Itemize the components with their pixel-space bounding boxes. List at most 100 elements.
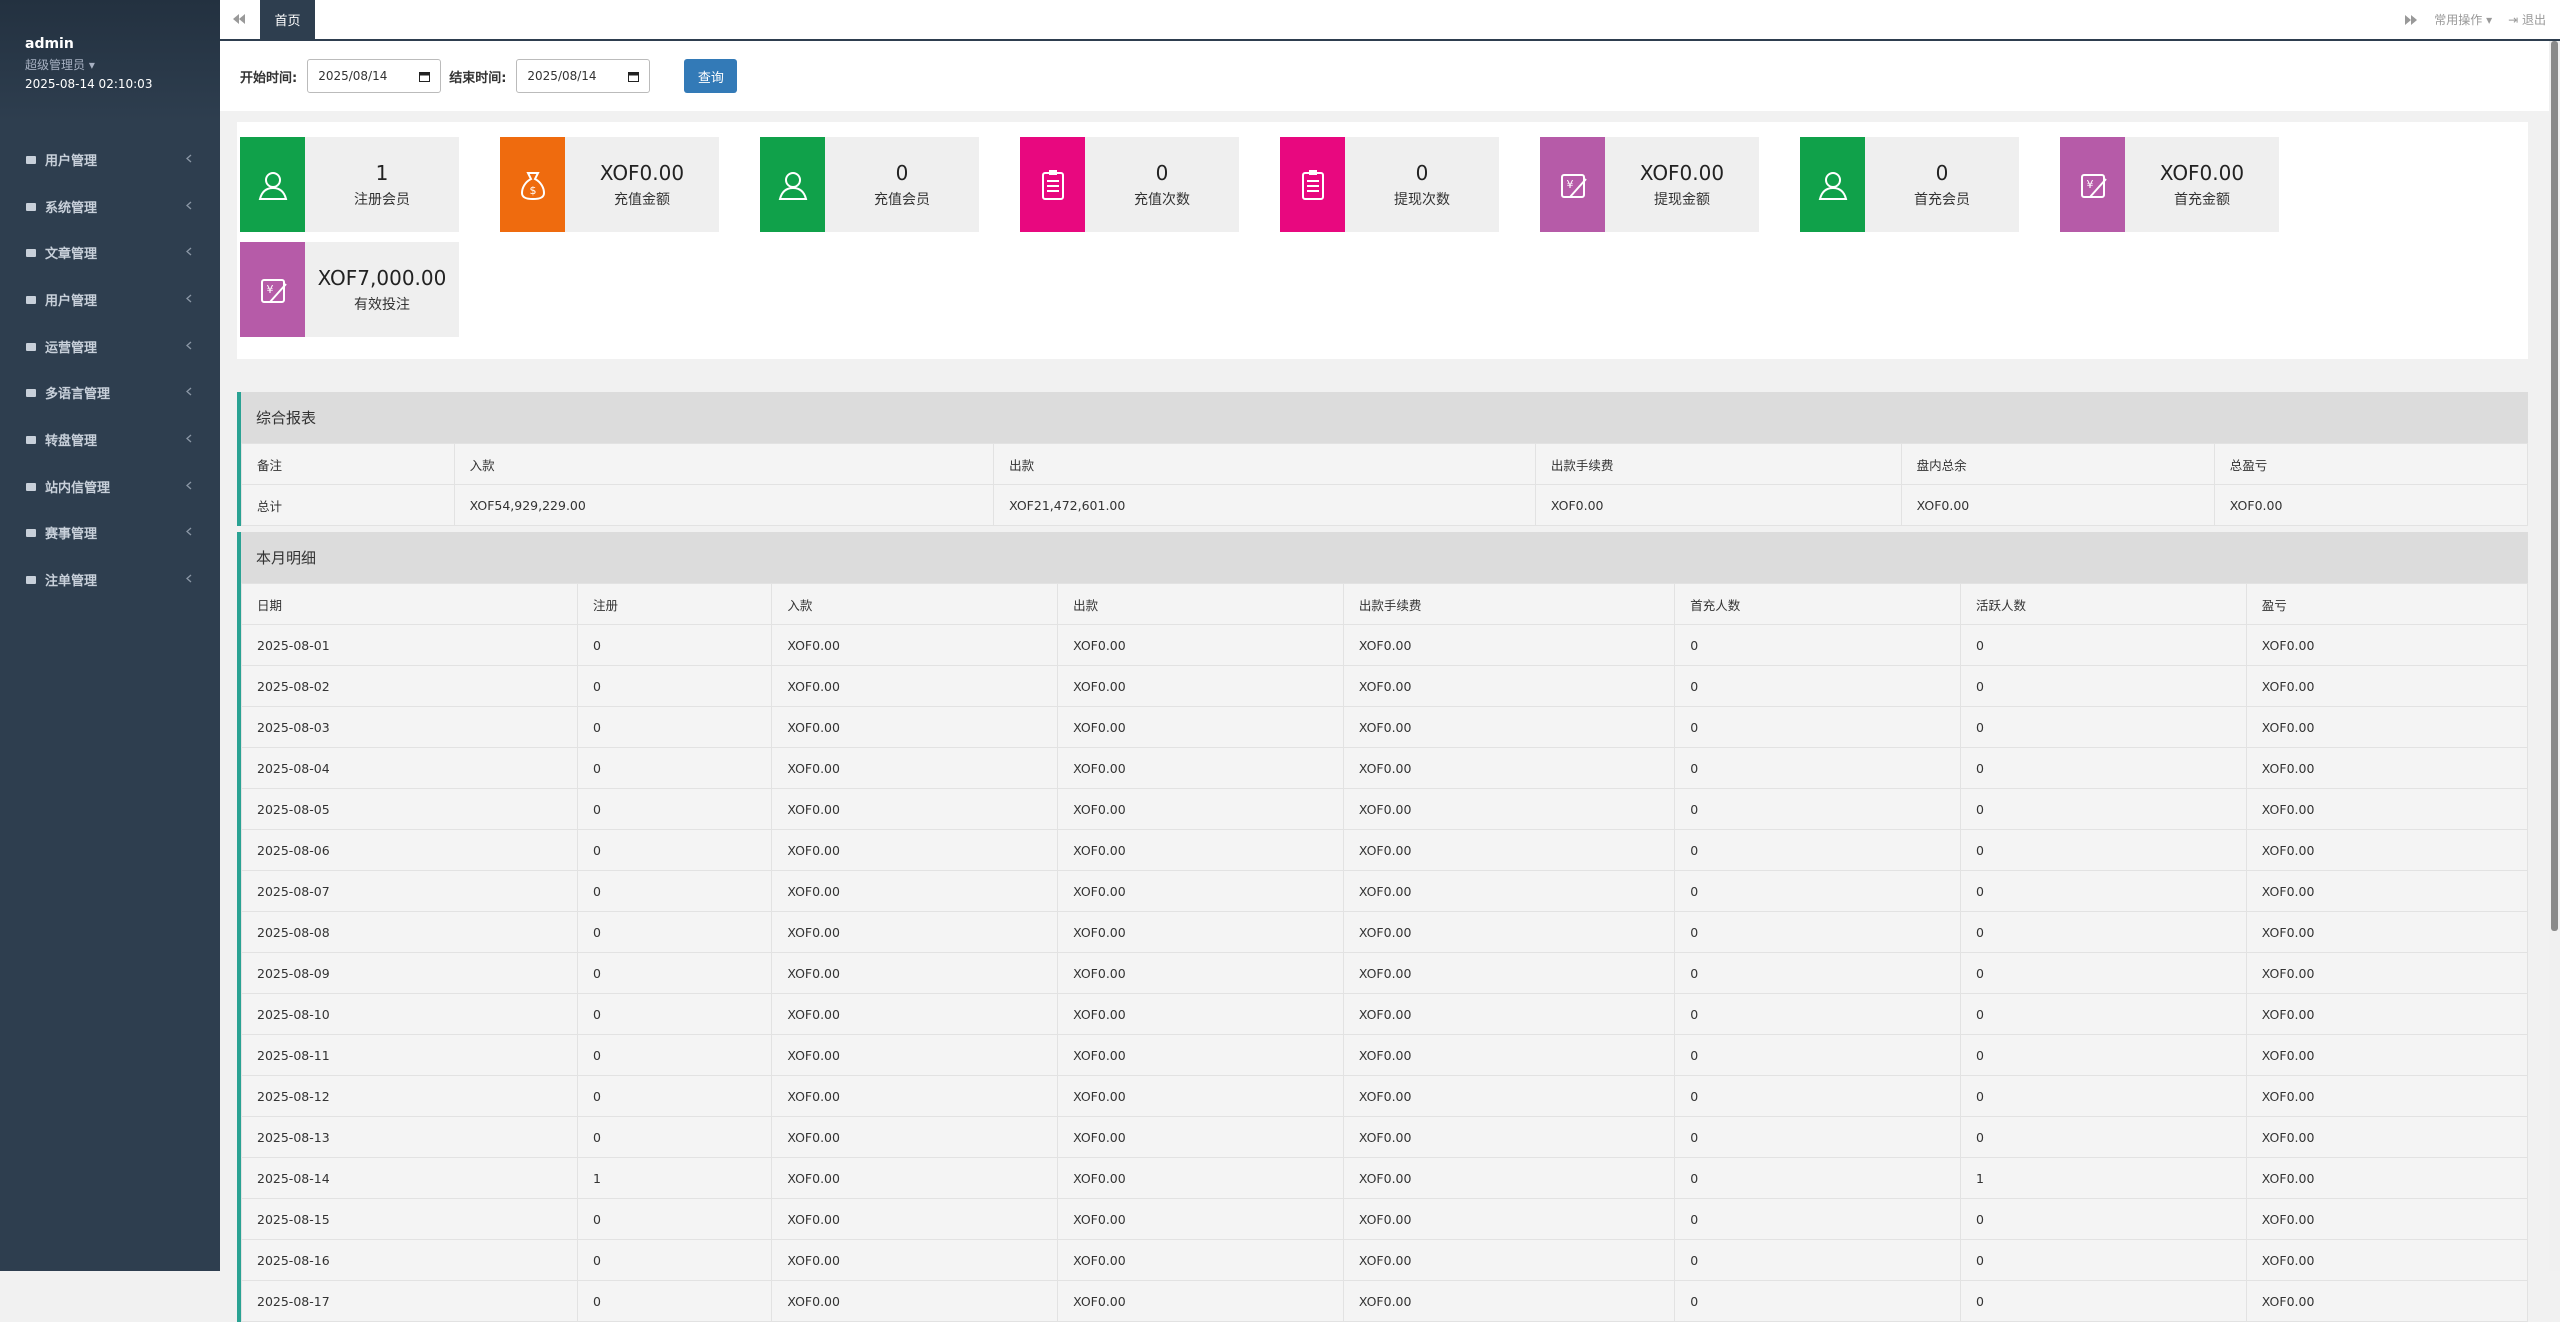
query-button[interactable]: 查询	[684, 59, 737, 93]
table-cell: 0	[1675, 1117, 1961, 1158]
data-table: 日期注册入款出款出款手续费首充人数活跃人数盈亏2025-08-010XOF0.0…	[241, 583, 2528, 1322]
user-name[interactable]: admin	[25, 36, 220, 52]
common-actions-text[interactable]: 常用操作	[2434, 13, 2482, 27]
menu-item[interactable]: 转盘管理	[0, 416, 220, 463]
table-cell: 0	[1675, 994, 1961, 1035]
chevron-icon	[186, 247, 192, 256]
table-cell: XOF0.00	[1058, 871, 1344, 912]
data-table: 备注入款出款出款手续费盘内总余总盈亏总计XOF54,929,229.00XOF2…	[241, 443, 2528, 526]
table-cell: XOF0.00	[2246, 830, 2527, 871]
svg-text:¥: ¥	[1566, 178, 1573, 191]
table-body: 备注入款出款出款手续费盘内总余总盈亏总计XOF54,929,229.00XOF2…	[242, 444, 2528, 526]
table-cell: 0	[1961, 707, 2247, 748]
datetime: 2025-08-14 02:10:03	[25, 77, 220, 91]
stat-text: 0充值会员	[825, 137, 979, 232]
menu-item[interactable]: 文章管理	[0, 229, 220, 276]
menu-item[interactable]: 系统管理	[0, 183, 220, 230]
chevron[interactable]	[186, 199, 200, 214]
stat-value: XOF0.00	[600, 161, 684, 185]
table-cell: XOF0.00	[1343, 625, 1674, 666]
user-role[interactable]: 超级管理员 ▾	[25, 56, 220, 73]
table-cell: XOF0.00	[772, 1076, 1058, 1117]
chevron-icon	[186, 574, 192, 583]
table-cell: 1	[1961, 1158, 2247, 1199]
chevron[interactable]	[186, 525, 200, 540]
start-value[interactable]: 2025/08/14	[318, 69, 387, 83]
table-row: 2025-08-141XOF0.00XOF0.00XOF0.0001XOF0.0…	[242, 1158, 2528, 1199]
chevron[interactable]	[186, 339, 200, 354]
table-cell: 2025-08-03	[242, 707, 578, 748]
table-cell: XOF0.00	[2246, 912, 2527, 953]
table-cell: XOF0.00	[1058, 994, 1344, 1035]
stat-value: 0	[1156, 161, 1169, 185]
start-label: 开始时间:	[240, 67, 297, 86]
menu-label[interactable]: 文章管理	[45, 243, 97, 262]
table-cell: 0	[1961, 1240, 2247, 1281]
logout-text[interactable]: 退出	[2522, 13, 2546, 27]
table-cell: XOF0.00	[772, 666, 1058, 707]
menu-item[interactable]: 用户管理	[0, 276, 220, 323]
menu-icon	[25, 481, 37, 492]
menu-item[interactable]: 多语言管理	[0, 369, 220, 416]
menu-label[interactable]: 用户管理	[45, 150, 97, 169]
nav-right[interactable]	[2404, 14, 2418, 26]
end-input[interactable]: 2025/08/14	[516, 59, 650, 93]
table-cell: XOF0.00	[1058, 1240, 1344, 1281]
menu-label[interactable]: 多语言管理	[45, 383, 110, 402]
menu-label[interactable]: 用户管理	[45, 290, 97, 309]
tab-home[interactable]: 首页	[260, 0, 315, 39]
common-actions[interactable]: 常用操作 ▾	[2434, 11, 2492, 28]
nav-left[interactable]	[232, 13, 246, 25]
chevron-icon	[186, 201, 192, 210]
table-cell: 0	[1675, 666, 1961, 707]
stat-text: XOF7,000.00有效投注	[305, 242, 459, 337]
calendar-icon[interactable]	[419, 71, 430, 82]
end-value[interactable]: 2025/08/14	[527, 69, 596, 83]
start-input[interactable]: 2025/08/14	[307, 59, 441, 93]
table-cell: XOF0.00	[1343, 1240, 1674, 1281]
menu-item[interactable]: 用户管理	[0, 136, 220, 183]
chevron[interactable]	[186, 479, 200, 494]
table-cell: XOF0.00	[772, 1281, 1058, 1322]
table-row: 2025-08-070XOF0.00XOF0.00XOF0.0000XOF0.0…	[242, 871, 2528, 912]
menu-label[interactable]: 转盘管理	[45, 430, 97, 449]
calendar-icon[interactable]	[628, 71, 639, 82]
menu-icon	[25, 247, 37, 258]
stat-label: 有效投注	[354, 294, 410, 314]
menu-label[interactable]: 系统管理	[45, 197, 97, 216]
stat-icon	[1020, 137, 1085, 232]
chevron[interactable]	[186, 572, 200, 587]
scrollbar[interactable]	[2549, 41, 2560, 1271]
table-cell: XOF0.00	[1343, 1076, 1674, 1117]
chevron[interactable]	[186, 432, 200, 447]
logout[interactable]: ⇥ 退出	[2508, 11, 2546, 28]
table-cell: 0	[1675, 789, 1961, 830]
stat-text: 0首充会员	[1865, 137, 2019, 232]
table-cell: 2025-08-09	[242, 953, 578, 994]
menu-label[interactable]: 赛事管理	[45, 523, 97, 542]
menu-label[interactable]: 运营管理	[45, 337, 97, 356]
stat-text: 0提现次数	[1345, 137, 1499, 232]
table-cell: XOF0.00	[2246, 625, 2527, 666]
menu-item[interactable]: 注单管理	[0, 556, 220, 603]
stat-label: 首充会员	[1914, 189, 1970, 209]
menu-item[interactable]: 赛事管理	[0, 510, 220, 557]
chevron[interactable]	[186, 245, 200, 260]
chevron[interactable]	[186, 152, 200, 167]
table-cell: 2025-08-02	[242, 666, 578, 707]
chevron[interactable]	[186, 292, 200, 307]
table-cell: XOF0.00	[2246, 871, 2527, 912]
monthly-panel: 本月明细日期注册入款出款出款手续费首充人数活跃人数盈亏2025-08-010XO…	[237, 532, 2528, 1322]
scroll-thumb[interactable]	[2551, 41, 2558, 931]
menu-label[interactable]: 站内信管理	[45, 477, 110, 496]
table-cell: XOF0.00	[2246, 1035, 2527, 1076]
stat-icon: $	[500, 137, 565, 232]
menu-item[interactable]: 运营管理	[0, 323, 220, 370]
chevron[interactable]	[186, 385, 200, 400]
menu-item[interactable]: 站内信管理	[0, 463, 220, 510]
menu-label[interactable]: 注单管理	[45, 570, 97, 589]
table-cell: XOF21,472,601.00	[994, 485, 1536, 526]
stat-value: XOF0.00	[1640, 161, 1724, 185]
role-text[interactable]: 超级管理员	[25, 58, 85, 72]
header-cell: 日期	[242, 584, 578, 625]
